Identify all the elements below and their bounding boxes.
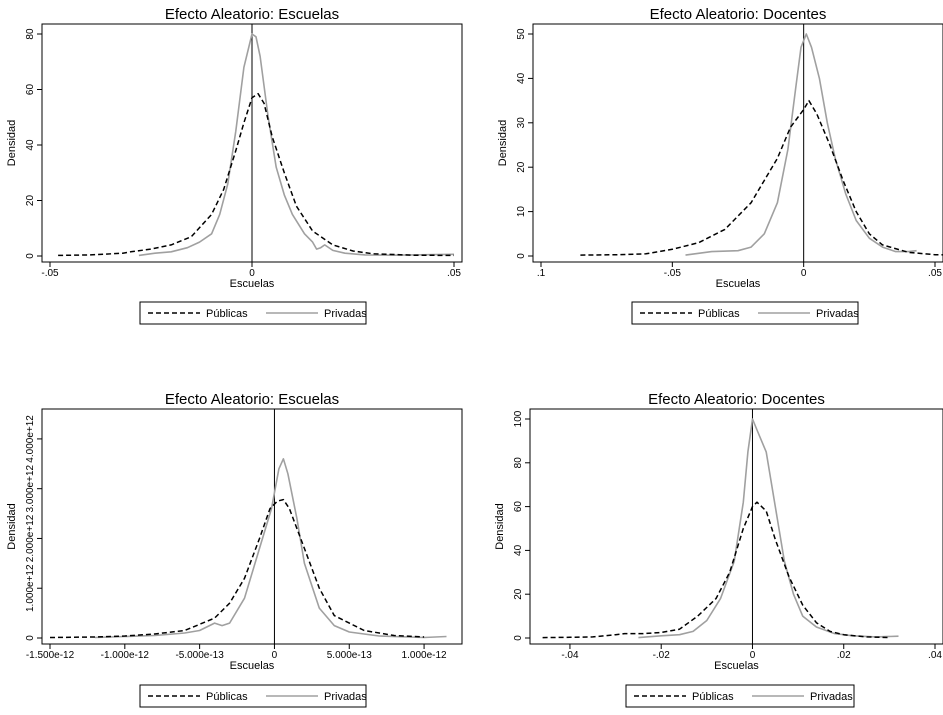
y-tick-label: 100 (513, 410, 524, 427)
x-tick-label: -.02 (653, 650, 671, 661)
x-axis-label: Escuelas (230, 660, 275, 672)
legend-label: Públicas (206, 308, 248, 320)
plot-frame (529, 408, 943, 645)
plot-frame (41, 408, 463, 645)
chart-panel-3: Efecto Aleatorio: Escuelas -1.500e-12 -1.0… (6, 391, 463, 708)
legend-box (139, 684, 367, 708)
legend-label: Privadas (810, 691, 853, 703)
x-tick-label: .02 (837, 650, 851, 661)
x-tick-label: .04 (928, 650, 942, 661)
legend-label: Privadas (324, 691, 367, 703)
legend-label: Privadas (324, 308, 367, 320)
y-tick-label: 0 (513, 635, 524, 641)
y-tick-label: 40 (513, 544, 524, 556)
legend-label: Privadas (816, 308, 859, 320)
x-axis-label: Escuelas (714, 660, 759, 672)
chart-title: Efecto Aleatorio: Docentes (650, 6, 827, 23)
legend: Públicas Privadas (625, 684, 855, 708)
series-line-privadas (94, 458, 447, 639)
y-tick-label: 0 (25, 635, 36, 641)
series-line-privadas (638, 418, 899, 639)
y-tick-label: 3.000e+12 (25, 464, 36, 512)
y-tick-label: 50 (516, 28, 527, 40)
y-axis-label: Densidad (494, 503, 506, 549)
legend-box (139, 301, 367, 325)
x-tick-label: .05 (447, 268, 461, 279)
series-line-privadas (138, 33, 455, 257)
x-tick-label: 1.000e-12 (402, 650, 447, 661)
series-line-publicas (580, 99, 943, 256)
y-tick-label: 10 (516, 206, 527, 218)
y-tick-label: 40 (25, 139, 36, 151)
y-tick-label: 20 (513, 588, 524, 600)
series-line-publicas (542, 501, 890, 639)
y-tick-label: 60 (25, 84, 36, 96)
chart-title: Efecto Aleatorio: Escuelas (165, 391, 339, 408)
x-tick-label: 0 (249, 268, 255, 279)
legend: Públicas Privadas (139, 684, 367, 708)
legend-label: Públicas (698, 308, 740, 320)
x-tick-label: -5.000e-13 (175, 650, 224, 661)
x-axis-label: Escuelas (230, 278, 275, 290)
x-tick-label: .05 (928, 268, 942, 279)
y-tick-label: 80 (513, 457, 524, 469)
x-tick-label: 0 (750, 650, 756, 661)
legend-label: Públicas (692, 691, 734, 703)
plot-frame (532, 23, 943, 263)
x-tick-label: 5.000e-13 (327, 650, 372, 661)
legend-box (625, 684, 855, 708)
y-tick-label: 4.000e+12 (25, 415, 36, 463)
series-line-privadas (685, 33, 917, 256)
series-line-publicas (58, 92, 455, 257)
x-axis-label: Escuelas (716, 278, 761, 290)
y-tick-label: 1.000e+12 (25, 564, 36, 612)
y-tick-label: 0 (516, 253, 527, 259)
y-tick-label: 40 (516, 72, 527, 84)
y-tick-label: 20 (25, 195, 36, 207)
x-tick-label: -1.000e-12 (101, 650, 150, 661)
y-axis-label: Densidad (497, 120, 509, 166)
y-axis-label: Densidad (6, 503, 18, 549)
legend: Públicas Privadas (631, 301, 859, 325)
chart-panel-2: Efecto Aleatorio: Docentes .1 -.05 0 .05 0 10 2… (497, 6, 943, 325)
x-tick-label: -.05 (664, 268, 682, 279)
chart-panel-4: Efecto Aleatorio: Docentes -.04 -.02 0 .02 .0… (494, 391, 943, 708)
x-tick-label: -.04 (561, 650, 579, 661)
y-tick-label: 60 (513, 501, 524, 513)
legend-box (631, 301, 859, 325)
legend-label: Públicas (206, 691, 248, 703)
y-tick-label: 2.000e+12 (25, 514, 36, 562)
chart-panel-1: Efecto Aleatorio: Escuelas -.05 0 .05 0 20 40 6… (6, 6, 463, 325)
x-tick-label: 0 (272, 650, 278, 661)
y-tick-label: 20 (516, 161, 527, 173)
legend: Públicas Privadas (139, 301, 367, 325)
chart-title: Efecto Aleatorio: Escuelas (165, 6, 339, 23)
x-tick-label: .1 (537, 268, 546, 279)
x-tick-label: -.05 (41, 268, 59, 279)
y-tick-label: 80 (25, 28, 36, 40)
x-tick-label: 0 (801, 268, 807, 279)
y-axis-label: Densidad (6, 120, 18, 166)
chart-title: Efecto Aleatorio: Docentes (648, 391, 825, 408)
x-tick-label: -1.500e-12 (26, 650, 75, 661)
y-tick-label: 30 (516, 117, 527, 129)
series-line-publicas (49, 498, 425, 639)
y-tick-label: 0 (25, 253, 36, 259)
